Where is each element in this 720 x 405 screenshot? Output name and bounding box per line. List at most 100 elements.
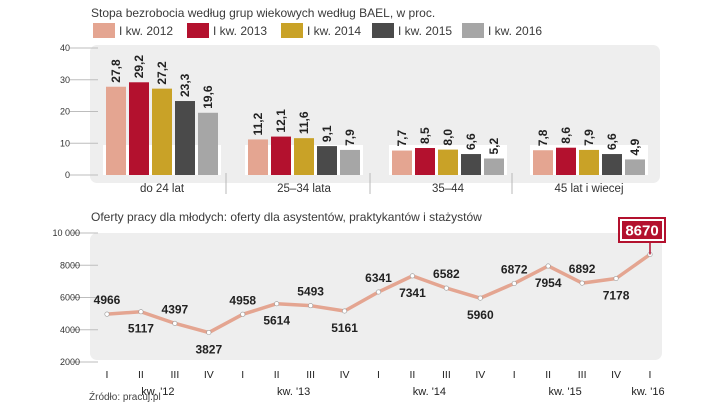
data-point <box>443 285 449 291</box>
highlight-box <box>622 221 662 239</box>
data-point <box>342 308 348 314</box>
bar-value-label: 7,9 <box>582 129 596 146</box>
bar <box>175 101 195 175</box>
point-value-label: 7954 <box>535 276 562 290</box>
quarter-label: II <box>138 369 144 381</box>
quarter-label: I <box>106 369 109 381</box>
data-point <box>172 320 178 326</box>
data-point <box>206 330 212 336</box>
legend-swatch <box>281 23 303 38</box>
data-point <box>545 263 551 269</box>
bar-value-label: 5,2 <box>487 137 501 154</box>
quarter-label: II <box>274 369 280 381</box>
bar-value-label: 19,6 <box>201 85 215 109</box>
category-label: 25–34 lata <box>277 183 331 195</box>
bar-value-label: 29,2 <box>132 55 146 79</box>
line-chart-title: Oferty pracy dla młodych: oferty dla asy… <box>91 210 482 224</box>
year-label: kw. '16 <box>631 386 664 398</box>
legend-label: I kw. 2013 <box>213 24 267 38</box>
legend-label: I kw. 2015 <box>398 24 452 38</box>
legend-label: I kw. 2014 <box>307 24 361 38</box>
year-label: kw. '12 <box>141 386 174 398</box>
data-point <box>409 273 415 279</box>
data-point <box>511 280 517 286</box>
bar <box>340 149 360 175</box>
bar <box>461 154 481 175</box>
point-value-label: 6872 <box>501 262 528 276</box>
bar-value-label: 4,9 <box>628 138 642 155</box>
quarter-label: I <box>377 369 380 381</box>
y-tick-label: 4000 <box>60 325 80 335</box>
bar-value-label: 11,6 <box>297 111 311 134</box>
bar <box>556 147 576 175</box>
bar-chart-title: Stopa bezrobocia według grup wiekowych w… <box>91 6 435 20</box>
data-point <box>477 295 483 301</box>
quarter-label: IV <box>204 369 214 381</box>
bar <box>579 149 599 175</box>
quarter-label: IV <box>611 369 621 381</box>
bar <box>106 86 126 175</box>
data-point <box>274 301 280 307</box>
y-tick-label: 2000 <box>60 357 80 367</box>
data-point <box>613 276 619 282</box>
legend-label: I kw. 2016 <box>488 24 542 38</box>
bar-value-label: 8,6 <box>559 127 573 144</box>
point-value-label: 4958 <box>229 293 256 307</box>
quarter-label: II <box>545 369 551 381</box>
bar-value-label: 7,9 <box>343 129 357 146</box>
point-value-label: 7178 <box>603 289 630 303</box>
bar-legend: I kw. 2012 I kw. 2013 I kw. 2014 I kw. 2015… <box>93 23 542 38</box>
point-value-label: 5161 <box>331 321 358 335</box>
bar <box>152 88 172 175</box>
quarter-label: III <box>306 369 315 381</box>
point-value-label: 6582 <box>433 267 460 281</box>
line-plot-area <box>90 233 662 360</box>
y-tick-label: 40 <box>60 43 70 53</box>
data-point <box>240 311 246 317</box>
bar-value-label: 23,3 <box>178 73 192 97</box>
year-label: kw. '15 <box>549 386 582 398</box>
data-point <box>579 280 585 286</box>
y-tick-label: 10 <box>60 138 70 148</box>
bar-value-label: 11,2 <box>251 112 265 135</box>
bar-value-label: 12,1 <box>274 109 288 133</box>
quarter-label: IV <box>340 369 350 381</box>
quarter-label: I <box>649 369 652 381</box>
category-label: 35–44 <box>432 183 465 195</box>
legend-label: I kw. 2012 <box>119 24 173 38</box>
point-value-label: 3827 <box>195 343 222 357</box>
bar-value-label: 9,1 <box>320 125 334 142</box>
y-tick-label: 0 <box>65 170 70 180</box>
highlight-value: 8670 <box>625 223 658 240</box>
y-tick-label: 6000 <box>60 293 80 303</box>
point-value-label: 7341 <box>399 286 426 300</box>
bar <box>484 158 504 175</box>
point-value-label: 5493 <box>297 285 324 299</box>
bar-value-label: 27,2 <box>155 61 169 85</box>
bar-value-label: 7,8 <box>536 129 550 146</box>
bar <box>248 139 268 175</box>
data-point <box>308 303 314 309</box>
bar-chart: 0 10 20 30 40 27,8 29,2 27,2 23,3 19,6 do 24 lat 11… <box>60 43 660 195</box>
bar-value-label: 7,7 <box>395 130 409 147</box>
bar <box>129 82 149 175</box>
legend-swatch <box>187 23 209 38</box>
source-note: Źródło: pracuj.pl <box>89 390 161 403</box>
bar <box>438 149 458 175</box>
quarter-label: IV <box>475 369 485 381</box>
quarter-label: III <box>170 369 179 381</box>
bar <box>317 146 337 175</box>
point-value-label: 4966 <box>94 293 121 307</box>
bar-value-label: 27,8 <box>109 59 123 83</box>
point-value-label: 6341 <box>365 271 392 285</box>
bar <box>415 148 435 175</box>
line-chart: 2000 4000 6000 8000 10 000 4966 5117 4397 3827 49… <box>52 217 666 398</box>
category-label: do 24 lat <box>140 183 185 195</box>
data-point <box>104 311 110 317</box>
legend-swatch <box>372 23 394 38</box>
bar <box>294 138 314 175</box>
bar-plot-area <box>90 45 660 183</box>
y-tick-label: 20 <box>60 107 70 117</box>
legend-swatch <box>462 23 484 38</box>
